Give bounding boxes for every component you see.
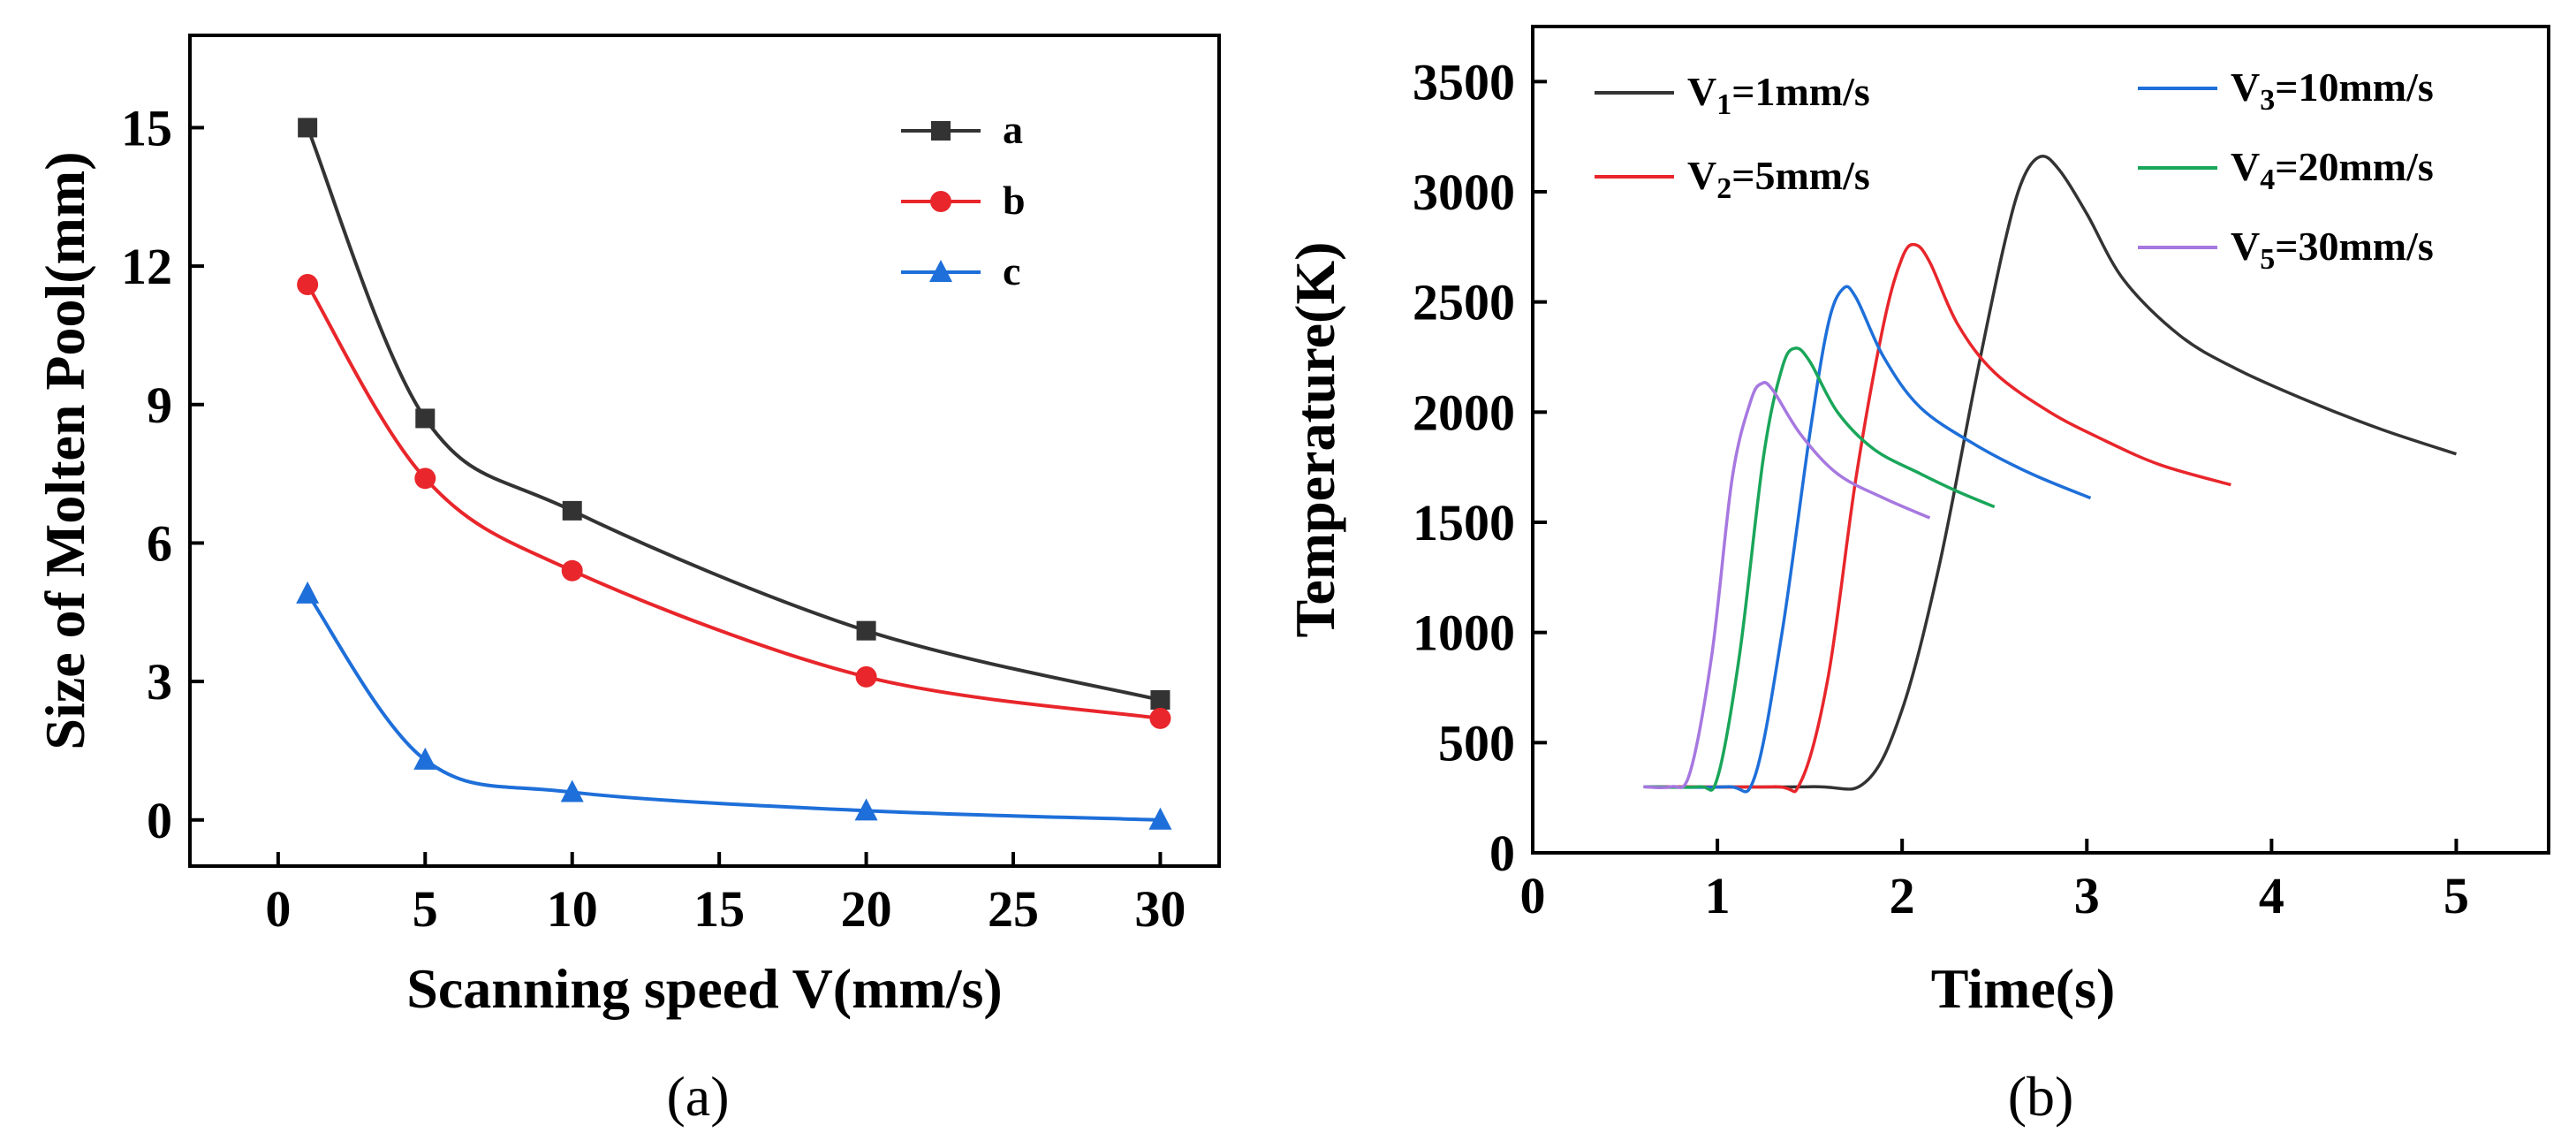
y-tick-label-a: 15 [121, 99, 172, 156]
x-tick-label-a: 25 [988, 880, 1039, 938]
data-point-b [855, 665, 877, 688]
y-tick-label-a: 6 [147, 514, 172, 572]
temperature-curve-v2 [1643, 242, 2231, 794]
x-tick-label-b: 4 [2259, 867, 2284, 924]
x-tick-label-b: 2 [1890, 867, 1915, 924]
panel-b: 0 1 2 3 4 5 0 500 1000 1500 2000 2500 3000 3500 V1=1m… [1284, 25, 2550, 1128]
y-tick-label-a: 9 [147, 376, 172, 434]
series-line-c [306, 592, 1161, 822]
y-tick-label-b: 2500 [1413, 274, 1515, 331]
x-tick-label-b: 1 [1705, 867, 1731, 924]
data-point-a [856, 620, 876, 641]
x-tick-label-a: 10 [547, 880, 598, 938]
panel-label-a: (a) [666, 1065, 729, 1128]
y-tick-label-b: 2000 [1413, 384, 1515, 441]
data-point-a [562, 500, 582, 521]
y-tick-label-b: 0 [1489, 825, 1515, 882]
legend-marker-a [931, 121, 951, 141]
data-point-c [413, 747, 437, 770]
x-tick-label-b: 0 [1520, 867, 1546, 924]
legend-b: V1=1mm/s V2=5mm/s V3=10mm/s V4=20mm/s V5=30m… [1595, 65, 2434, 276]
legend-label-a: a [1003, 107, 1023, 152]
temperature-curve-v1 [1643, 154, 2457, 791]
legend-label-c: c [1003, 248, 1020, 293]
data-point-c [296, 581, 320, 604]
data-point-b [414, 468, 436, 490]
legend-label-v2: V2=5mm/s [1687, 153, 1870, 205]
y-tick-label-b: 3000 [1413, 163, 1515, 221]
y-axis-title-a: Size of Molten Pool(mm) [34, 151, 96, 749]
legend-label-v3: V3=10mm/s [2231, 65, 2434, 117]
data-point-a [415, 408, 436, 429]
x-tick-label-b: 3 [2074, 867, 2100, 924]
axis-ticks-a: 0 5 10 15 20 25 30 0 3 6 9 12 15 [121, 99, 1186, 938]
series-line-b [306, 283, 1161, 720]
legend-marker-c [929, 260, 952, 282]
temperature-curve-v3 [1643, 285, 2092, 794]
x-tick-label-a: 20 [841, 880, 892, 938]
data-point-b [1149, 707, 1171, 729]
data-point-c [560, 779, 584, 802]
plot-frame-b [1531, 25, 2550, 855]
y-tick-label-a: 3 [147, 653, 172, 711]
data-point-a [298, 118, 318, 138]
legend-label-v4: V4=20mm/s [2231, 144, 2434, 196]
x-axis-title-a: Scanning speed V(mm/s) [406, 957, 1002, 1020]
y-tick-label-a: 12 [121, 238, 172, 295]
legend-label-v5: V5=30mm/s [2231, 224, 2434, 276]
temperature-curve-v5 [1643, 381, 1931, 790]
data-point-b [561, 559, 583, 582]
x-tick-label-a: 5 [413, 880, 438, 938]
series-group-b [1643, 154, 2457, 794]
legend-marker-b [930, 191, 951, 212]
temperature-curve-v4 [1643, 346, 1996, 792]
data-point-b [297, 274, 319, 295]
x-axis-title-b: Time(s) [1931, 957, 2116, 1020]
x-tick-label-b: 5 [2443, 867, 2469, 924]
y-axis-title-b: Temperature(K) [1284, 242, 1346, 638]
plot-frame-a [188, 34, 1221, 868]
series-group-a [296, 118, 1172, 830]
x-tick-label-a: 30 [1134, 880, 1186, 938]
x-tick-label-a: 15 [693, 880, 745, 938]
legend-a: abc [901, 107, 1026, 293]
legend-label-v1: V1=1mm/s [1687, 69, 1870, 121]
panel-a: 0 5 10 15 20 25 30 0 3 6 9 12 15 abc Scanning speed … [34, 34, 1221, 1128]
axis-ticks-b: 0 1 2 3 4 5 0 500 1000 1500 2000 2500 3000 3500 [1413, 53, 2469, 924]
legend-label-b: b [1003, 178, 1026, 223]
y-tick-label-b: 1000 [1413, 604, 1515, 662]
y-tick-label-b: 1500 [1413, 494, 1515, 551]
y-tick-label-a: 0 [147, 792, 172, 849]
panel-label-b: (b) [2008, 1065, 2074, 1128]
x-tick-label-a: 0 [265, 880, 291, 938]
data-point-c [1148, 807, 1172, 830]
y-tick-label-b: 500 [1438, 714, 1515, 772]
data-point-a [1150, 690, 1171, 710]
data-point-c [854, 798, 878, 821]
series-line-a [306, 126, 1161, 702]
y-tick-label-b: 3500 [1413, 53, 1515, 110]
